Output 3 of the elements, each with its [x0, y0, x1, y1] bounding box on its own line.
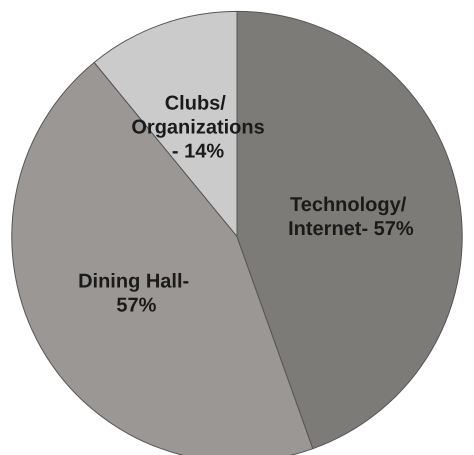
data-label: 57%	[116, 294, 157, 317]
slice-label: Dining Hall-	[78, 270, 195, 293]
slice-label: Technology/ Internet- 57%	[288, 194, 414, 240]
